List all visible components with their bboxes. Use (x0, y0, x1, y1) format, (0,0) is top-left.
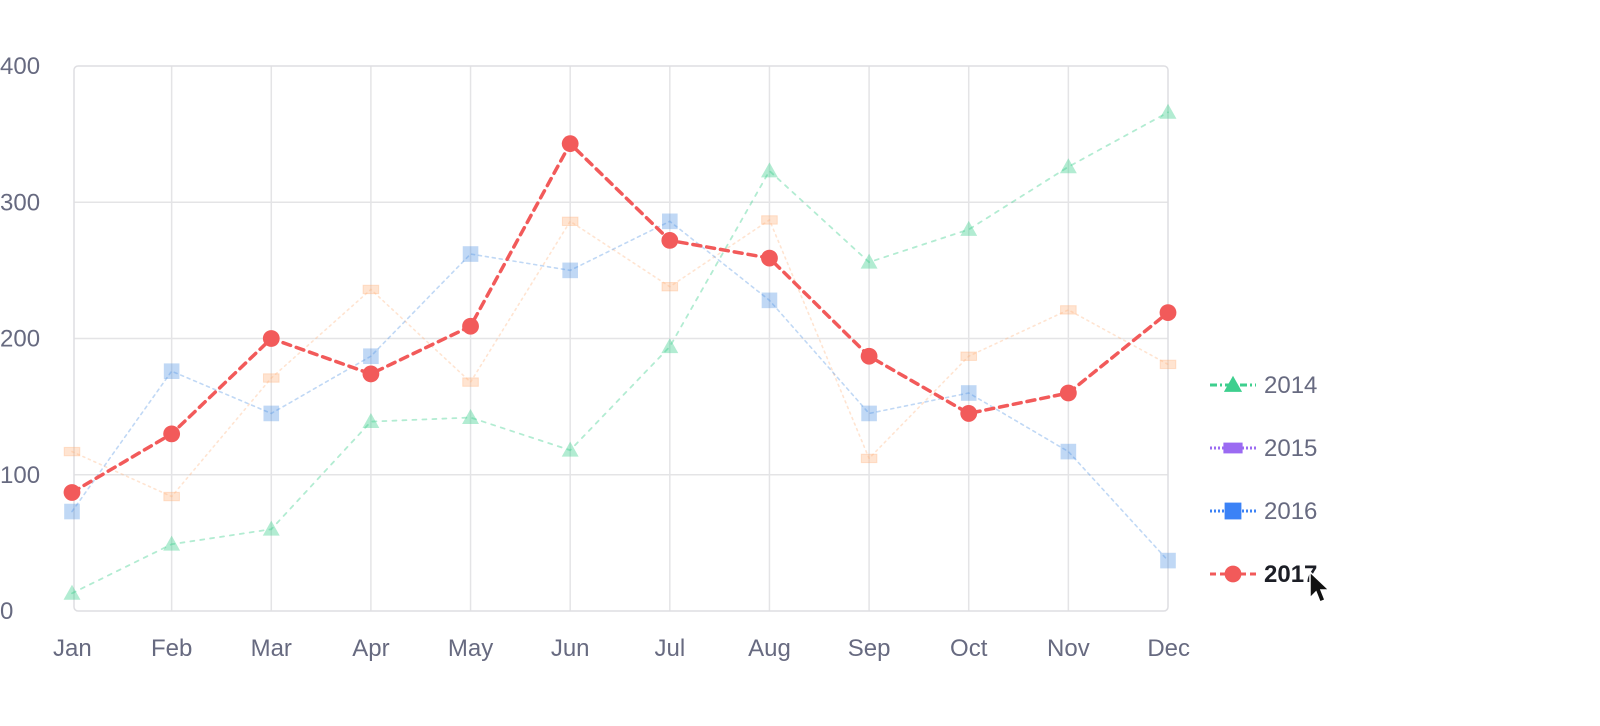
legend-item-2015[interactable]: 2015 (1210, 435, 1317, 462)
rect-marker (960, 351, 978, 361)
triangle-marker (163, 535, 181, 551)
series-line-2014 (71, 111, 1169, 595)
legend-item-2014[interactable]: 2014 (1210, 372, 1317, 399)
series-2015 (63, 215, 1177, 502)
plot-frame (73, 65, 1169, 612)
rect-marker (761, 215, 778, 225)
circle-marker (1059, 384, 1077, 402)
x-tick-label: Aug (748, 635, 791, 662)
circle-marker (860, 347, 878, 365)
x-tick-label: Apr (352, 635, 389, 662)
square-marker (462, 246, 479, 262)
y-tick-label: 400 (0, 53, 40, 80)
legend-item-2017[interactable]: 2017 (1210, 561, 1317, 588)
rect-marker (661, 282, 679, 292)
series-line-2016 (71, 220, 1169, 562)
square-marker (64, 503, 80, 520)
square-marker (263, 405, 280, 422)
grid (74, 66, 1168, 611)
triangle-marker (960, 220, 978, 236)
rect-marker (561, 216, 579, 227)
circle-marker (1159, 304, 1177, 322)
triangle-marker (1223, 375, 1243, 392)
square-marker (1160, 552, 1176, 569)
rect-marker (1159, 359, 1177, 370)
square-marker (163, 363, 180, 379)
x-tick-label: Feb (151, 635, 192, 662)
x-tick-label: Dec (1147, 635, 1190, 662)
series-2017 (63, 135, 1177, 501)
legend-label: 2015 (1264, 435, 1317, 462)
circle-marker (960, 405, 978, 422)
x-tick-label: May (448, 635, 493, 662)
rect-marker (860, 453, 878, 464)
square-marker (1224, 502, 1242, 520)
circle-marker (1224, 565, 1242, 583)
mouse-pointer-icon (1309, 570, 1331, 603)
x-tick-label: Nov (1047, 635, 1090, 662)
y-axis: 0 100 200 300 400 (0, 53, 40, 625)
triangle-marker (63, 584, 81, 600)
triangle-marker (1159, 103, 1177, 119)
series-2014 (63, 103, 1177, 600)
rect-marker (1060, 305, 1077, 315)
square-marker (960, 385, 977, 401)
triangle-marker (761, 162, 778, 178)
legend-label: 2016 (1264, 498, 1317, 525)
y-tick-label: 300 (0, 189, 40, 216)
y-tick-label: 200 (0, 326, 40, 353)
rect-marker (163, 491, 180, 502)
square-marker (761, 292, 778, 309)
square-marker (662, 213, 678, 230)
triangle-marker (661, 338, 679, 354)
x-tick-label: Mar (251, 635, 292, 662)
legend-item-2016[interactable]: 2016 (1210, 498, 1317, 525)
legend-label: 2014 (1264, 372, 1317, 399)
rect-marker (63, 446, 81, 457)
y-tick-label: 100 (0, 462, 40, 489)
square-marker (363, 348, 379, 365)
rect-marker (1223, 442, 1243, 454)
rect-marker (362, 284, 380, 295)
triangle-marker (462, 408, 479, 424)
x-axis: Jan Feb Mar Apr May Jun Jul Aug Sep Oct Nov Dec (53, 635, 1190, 662)
rect-marker (462, 377, 479, 387)
circle-marker (262, 330, 280, 347)
x-tick-label: Jun (551, 635, 590, 662)
series-group (63, 103, 1177, 600)
x-tick-label: Oct (950, 635, 988, 662)
circle-marker (163, 425, 181, 443)
circle-marker (362, 365, 380, 383)
series-2016 (64, 213, 1176, 569)
legend-label: 2017 (1264, 561, 1317, 588)
triangle-marker (860, 253, 878, 269)
circle-marker (661, 232, 679, 249)
x-tick-label: Jan (53, 635, 92, 662)
square-marker (861, 405, 877, 422)
series-line-2015 (71, 218, 1169, 498)
circle-marker (761, 249, 778, 267)
square-marker (1060, 443, 1077, 460)
legend: 2014 2015 2016 2017 (1210, 372, 1317, 588)
square-marker (562, 262, 578, 279)
triangle-marker (561, 441, 579, 457)
rect-marker (262, 373, 280, 383)
x-tick-label: Jul (654, 635, 685, 662)
series-line-2017 (70, 140, 1170, 495)
triangle-marker (1059, 158, 1077, 174)
triangle-marker (362, 413, 380, 429)
x-tick-label: Sep (848, 635, 891, 662)
circle-marker (63, 484, 81, 501)
mouse-pointer-icon (1309, 570, 1331, 603)
circle-marker (561, 135, 579, 153)
y-tick-label: 0 (0, 598, 13, 625)
triangle-marker (262, 520, 280, 536)
circle-marker (462, 317, 479, 335)
